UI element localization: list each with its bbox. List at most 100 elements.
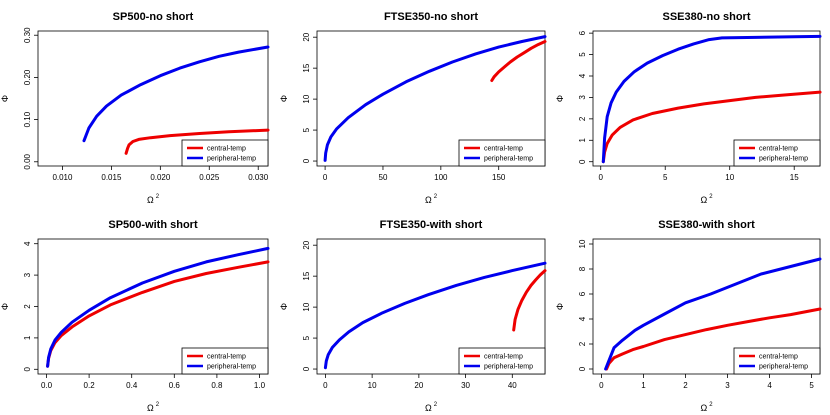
series-line-peripheral-temp xyxy=(323,261,547,370)
panel-4: SP500-with short 0.0 0.2 0.4 0.6 0.8 1.0 0 1 2 3 4 Ω… xyxy=(0,219,270,413)
chart-title: FTSE350-no short xyxy=(384,11,478,23)
series-line-peripheral-temp xyxy=(601,34,822,164)
y-tick-label: 4 xyxy=(578,316,587,321)
x-tick-label: 0.025 xyxy=(199,173,220,182)
legend-box xyxy=(181,139,269,167)
y-tick-label: 0.00 xyxy=(23,153,32,169)
x-tick-label: 0 xyxy=(599,173,604,182)
legend-entry: peripheral-temp xyxy=(207,156,256,163)
y-tick-label: 10 xyxy=(302,302,311,311)
legend-entry: peripheral-temp xyxy=(759,156,808,163)
x-tick-label: 0.020 xyxy=(150,173,171,182)
y-axis-label: Φ xyxy=(279,95,289,102)
legend-box xyxy=(733,139,821,167)
y-axis-label: Φ xyxy=(555,303,565,310)
x-tick-label: 1 xyxy=(641,381,646,390)
x-tick-label: 10 xyxy=(368,381,377,390)
y-tick-label: 15 xyxy=(302,271,311,280)
y-tick-label: 1 xyxy=(23,335,32,340)
y-tick-label: 5 xyxy=(578,52,587,57)
x-tick-label: 2 xyxy=(683,381,688,390)
chart-title: SSE380-with short xyxy=(658,219,755,231)
y-tick-label: 4 xyxy=(23,241,32,246)
series-line-peripheral-temp xyxy=(82,45,270,143)
x-tick-label: 10 xyxy=(725,173,734,182)
plot-frame xyxy=(316,30,546,167)
legend-box xyxy=(181,347,269,375)
y-tick-label: 3 xyxy=(23,272,32,277)
series-line-peripheral-temp xyxy=(604,257,822,371)
x-tick-label: 5 xyxy=(663,173,668,182)
x-tick-label: 0.010 xyxy=(52,173,73,182)
legend-entry: central-temp xyxy=(759,354,798,361)
x-tick-label: 0.015 xyxy=(101,173,122,182)
series-line-central-temp xyxy=(490,40,547,82)
plot-frame xyxy=(592,238,821,375)
series-line-central-temp xyxy=(605,307,822,371)
y-tick-label: 15 xyxy=(302,63,311,72)
legend-entry: central-temp xyxy=(207,354,246,361)
series-line-central-temp xyxy=(124,128,270,155)
plot-frame xyxy=(37,30,269,167)
y-tick-label: 0 xyxy=(302,158,311,163)
chart-title: FTSE350-with short xyxy=(380,219,483,231)
x-tick-label: 40 xyxy=(508,381,517,390)
x-tick-label: 20 xyxy=(414,381,423,390)
y-tick-label: 10 xyxy=(302,94,311,103)
x-tick-label: 0.2 xyxy=(84,381,96,390)
y-tick-label: 2 xyxy=(23,304,32,309)
legend-entry: peripheral-temp xyxy=(484,156,533,163)
y-axis-label: Φ xyxy=(0,95,10,102)
x-tick-label: 100 xyxy=(434,173,448,182)
x-tick-label: 0 xyxy=(323,173,328,182)
y-tick-label: 0.20 xyxy=(23,69,32,85)
x-tick-label: 0.6 xyxy=(169,381,181,390)
y-axis-label: Φ xyxy=(0,303,10,310)
x-tick-label: 3 xyxy=(725,381,730,390)
y-tick-label: 0 xyxy=(578,159,587,164)
chart-title: SP500-with short xyxy=(108,219,198,231)
legend-entry: peripheral-temp xyxy=(759,364,808,371)
y-tick-label: 0 xyxy=(302,366,311,371)
legend: central-temp peripheral-temp xyxy=(458,139,546,167)
plot-frame xyxy=(316,238,546,375)
panel-6: SSE380-with short 0 1 2 3 4 5 0 2 4 6 8 10 Ω 2 Φcentral… xyxy=(555,219,822,413)
plot-frame xyxy=(592,30,821,167)
y-tick-label: 1 xyxy=(578,138,587,143)
y-tick-label: 0 xyxy=(23,367,32,372)
y-tick-label: 10 xyxy=(578,239,587,248)
series-line-central-temp xyxy=(512,269,547,332)
x-tick-label: 0.4 xyxy=(126,381,138,390)
x-tick-label: 30 xyxy=(461,381,470,390)
y-tick-label: 8 xyxy=(578,266,587,271)
legend-entry: peripheral-temp xyxy=(207,364,256,371)
y-tick-label: 3 xyxy=(578,95,587,100)
y-tick-label: 5 xyxy=(302,335,311,340)
x-tick-label: 0.0 xyxy=(41,381,53,390)
x-tick-label: 1.0 xyxy=(254,381,266,390)
y-tick-label: 6 xyxy=(578,291,587,296)
y-tick-label: 20 xyxy=(302,240,311,249)
legend: central-temp peripheral-temp xyxy=(733,347,821,375)
y-tick-label: 4 xyxy=(578,73,587,78)
y-axis-label: Φ xyxy=(555,95,565,102)
x-tick-label: 4 xyxy=(767,381,772,390)
x-tick-label: 150 xyxy=(492,173,506,182)
legend-entry: central-temp xyxy=(759,146,798,153)
x-tick-label: 0 xyxy=(323,381,328,390)
y-tick-label: 0.10 xyxy=(23,111,32,127)
legend-box xyxy=(733,347,821,375)
legend-box xyxy=(458,347,546,375)
panel-1: SP500-no short 0.010 0.015 0.020 0.025 0.030 0… xyxy=(0,11,270,205)
panel-5: FTSE350-with short 0 10 20 30 40 0 5 10 15 20 Ω 2 Φce… xyxy=(279,219,547,413)
y-tick-label: 2 xyxy=(578,116,587,121)
chart-title: SSE380-no short xyxy=(662,11,750,23)
y-axis-label: Φ xyxy=(279,303,289,310)
